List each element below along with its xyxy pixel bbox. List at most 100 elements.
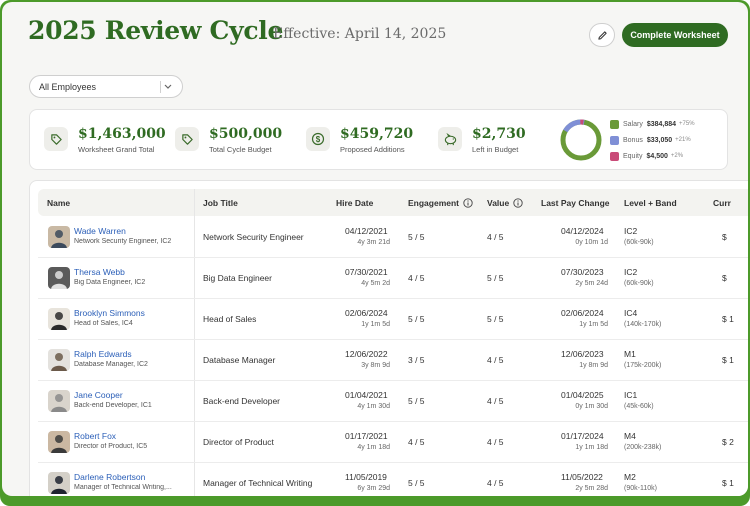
stat-label: Left in Budget [472, 145, 519, 154]
legend-swatch [610, 135, 619, 145]
band-cell: (200k-238k) [624, 444, 662, 451]
employee-table: Name Job Title Hire Date Engagement Valu… [29, 180, 748, 496]
employee-name-link[interactable]: Brooklyn Simmons [74, 308, 145, 318]
employee-name-link[interactable]: Darlene Robertson [74, 472, 146, 482]
band-cell: (60k-90k) [624, 239, 654, 246]
last-pay-change-date: 01/17/2024 [561, 431, 604, 441]
table-row[interactable]: Jane Cooper Back-end Developer, IC1 Back… [38, 381, 748, 422]
engagement-cell: 5 / 5 [408, 478, 425, 488]
legend-name: Bonus [623, 136, 643, 144]
tag-icon [175, 127, 199, 151]
employee-role: Database Manager, IC2 [74, 361, 148, 368]
column-header-engagement[interactable]: Engagement [408, 198, 473, 208]
column-header-hire-date[interactable]: Hire Date [336, 198, 374, 208]
avatar [48, 472, 70, 494]
stat-value: $2,730 [472, 126, 526, 142]
hire-date: 07/30/2021 [345, 267, 388, 277]
employee-name-link[interactable]: Robert Fox [74, 431, 117, 441]
band-cell: (90k-110k) [624, 485, 657, 492]
table-row[interactable]: Robert Fox Director of Product, IC5 Dire… [38, 422, 748, 463]
engagement-cell: 4 / 5 [408, 437, 425, 447]
job-title-cell: Database Manager [203, 355, 276, 365]
avatar [48, 390, 70, 412]
complete-worksheet-button[interactable]: Complete Worksheet [622, 23, 728, 47]
table-row[interactable]: Wade Warren Network Security Engineer, I… [38, 217, 748, 258]
info-icon[interactable] [463, 198, 473, 208]
last-pay-change-date: 02/06/2024 [561, 308, 604, 318]
column-header-current[interactable]: Curr [713, 198, 731, 208]
budget-donut-chart [560, 119, 602, 161]
current-pay-cell: $ 1 [722, 478, 734, 488]
stat-label: Total Cycle Budget [209, 145, 272, 154]
chevron-down-icon [164, 84, 172, 89]
level-cell: IC2 [624, 267, 638, 277]
last-pay-change-date: 11/05/2022 [561, 472, 603, 482]
engagement-cell: 5 / 5 [408, 396, 425, 406]
current-pay-cell: $ 1 [722, 314, 734, 324]
last-pay-change-date: 01/04/2025 [561, 390, 604, 400]
value-cell: 4 / 5 [487, 355, 504, 365]
column-header-level-band[interactable]: Level + Band [624, 198, 677, 208]
value-cell: 4 / 5 [487, 437, 504, 447]
legend-pct: +2% [670, 153, 684, 159]
column-header-name[interactable]: Name [47, 198, 71, 208]
column-header-job-title[interactable]: Job Title [203, 198, 238, 208]
level-cell: M1 [624, 349, 636, 359]
info-icon[interactable] [513, 198, 523, 208]
hire-tenure: 3y 8m 9d [361, 362, 390, 369]
last-pay-change-ago: 0y 1m 30d [575, 403, 608, 410]
edit-button[interactable] [589, 23, 615, 47]
piggy-bank-icon [438, 127, 462, 151]
hire-tenure: 4y 5m 2d [361, 280, 390, 287]
column-header-value[interactable]: Value [487, 198, 523, 208]
tag-icon [44, 127, 68, 151]
employee-name-link[interactable]: Wade Warren [74, 226, 126, 236]
legend-swatch [610, 151, 619, 161]
table-row[interactable]: Ralph Edwards Database Manager, IC2 Data… [38, 340, 748, 381]
legend-item-bonus: Bonus $33,050 +21% [610, 134, 691, 146]
job-title-cell: Head of Sales [203, 314, 257, 324]
employee-name-link[interactable]: Thersa Webb [74, 267, 125, 277]
hire-tenure: 6y 3m 29d [357, 485, 390, 492]
employee-role: Big Data Engineer, IC2 [74, 279, 146, 286]
level-cell: IC4 [624, 308, 638, 318]
stat-label: Proposed Additions [340, 145, 405, 154]
avatar [48, 431, 70, 453]
legend-swatch [610, 119, 619, 129]
engagement-cell: 3 / 5 [408, 355, 425, 365]
job-title-cell: Back-end Developer [203, 396, 281, 406]
column-header-label: Engagement [408, 198, 460, 208]
last-pay-change-ago: 1y 1m 18d [575, 444, 608, 451]
hire-date: 12/06/2022 [345, 349, 388, 359]
hire-tenure: 4y 1m 30d [357, 403, 390, 410]
table-row[interactable]: Thersa Webb Big Data Engineer, IC2 Big D… [38, 258, 748, 299]
svg-text:$: $ [316, 135, 321, 144]
dollar-circle-icon: $ [306, 127, 330, 151]
stat-value: $500,000 [209, 126, 283, 142]
legend-item-equity: Equity $4,500 +2% [610, 150, 683, 162]
band-cell: (140k-170k) [624, 321, 662, 328]
table-row[interactable]: Darlene Robertson Manager of Technical W… [38, 463, 748, 496]
employee-name-link[interactable]: Ralph Edwards [74, 349, 132, 359]
table-row[interactable]: Brooklyn Simmons Head of Sales, IC4 Head… [38, 299, 748, 340]
stat-label: Worksheet Grand Total [78, 145, 155, 154]
level-cell: IC2 [624, 226, 638, 236]
engagement-cell: 4 / 5 [408, 273, 425, 283]
select-divider [160, 81, 161, 93]
column-header-last-pay-change[interactable]: Last Pay Change [541, 198, 610, 208]
pencil-icon [597, 30, 607, 40]
stat-value: $459,720 [340, 126, 414, 142]
value-cell: 4 / 5 [487, 478, 504, 488]
job-title-cell: Big Data Engineer [203, 273, 272, 283]
hire-date: 11/05/2019 [345, 472, 387, 482]
employee-name-link[interactable]: Jane Cooper [74, 390, 123, 400]
last-pay-change-ago: 0y 10m 1d [575, 239, 608, 246]
employee-filter-select[interactable]: All Employees [29, 75, 183, 98]
band-cell: (45k-60k) [624, 403, 654, 410]
last-pay-change-date: 04/12/2024 [561, 226, 604, 236]
column-header-label: Value [487, 198, 510, 208]
legend-name: Salary [623, 120, 643, 128]
level-cell: IC1 [624, 390, 638, 400]
last-pay-change-ago: 2y 5m 24d [575, 280, 608, 287]
name-column-divider [194, 189, 195, 496]
